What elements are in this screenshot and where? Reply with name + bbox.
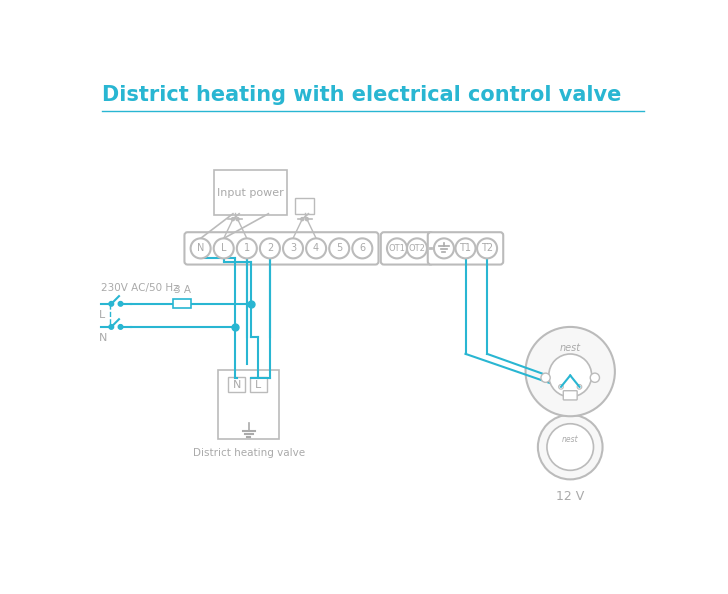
Text: L: L — [99, 309, 106, 320]
FancyBboxPatch shape — [173, 299, 191, 308]
Circle shape — [434, 238, 454, 258]
FancyBboxPatch shape — [296, 198, 314, 214]
Circle shape — [260, 238, 280, 258]
Text: 3 A: 3 A — [174, 285, 191, 295]
FancyBboxPatch shape — [563, 391, 577, 400]
Text: nest: nest — [562, 435, 579, 444]
FancyBboxPatch shape — [226, 198, 245, 214]
Circle shape — [118, 302, 123, 306]
Circle shape — [590, 373, 599, 383]
Circle shape — [109, 324, 114, 329]
Text: L: L — [256, 380, 261, 390]
Circle shape — [329, 238, 349, 258]
Text: T1: T1 — [459, 244, 472, 254]
Circle shape — [232, 217, 234, 220]
Circle shape — [305, 217, 309, 220]
Circle shape — [301, 217, 304, 220]
Text: nest: nest — [560, 343, 581, 353]
FancyBboxPatch shape — [229, 377, 245, 393]
Circle shape — [477, 238, 497, 258]
Text: 2: 2 — [266, 244, 273, 254]
Text: Input power: Input power — [217, 188, 284, 198]
Text: N: N — [233, 380, 241, 390]
Text: 12 V: 12 V — [556, 490, 585, 503]
Circle shape — [549, 354, 592, 397]
Circle shape — [407, 238, 427, 258]
FancyBboxPatch shape — [381, 232, 433, 264]
Circle shape — [526, 327, 615, 416]
Text: N: N — [197, 244, 205, 254]
Circle shape — [352, 238, 372, 258]
Circle shape — [236, 217, 239, 220]
Text: OT1: OT1 — [389, 244, 405, 253]
Circle shape — [538, 415, 603, 479]
Text: District heating valve: District heating valve — [193, 448, 305, 458]
Circle shape — [387, 238, 407, 258]
Text: 1: 1 — [244, 244, 250, 254]
Circle shape — [214, 238, 234, 258]
Text: OT2: OT2 — [408, 244, 425, 253]
Text: N: N — [99, 333, 107, 343]
Text: 4: 4 — [313, 244, 319, 254]
FancyBboxPatch shape — [215, 170, 287, 215]
Text: 230V AC/50 Hz: 230V AC/50 Hz — [100, 283, 178, 293]
Circle shape — [541, 373, 550, 383]
Circle shape — [237, 238, 257, 258]
Text: L: L — [221, 244, 226, 254]
FancyBboxPatch shape — [184, 232, 379, 264]
Circle shape — [558, 384, 563, 389]
Text: District heating with electrical control valve: District heating with electrical control… — [102, 85, 622, 105]
FancyBboxPatch shape — [218, 370, 279, 438]
Text: 3: 3 — [290, 244, 296, 254]
Circle shape — [547, 424, 593, 470]
Text: 5: 5 — [336, 244, 342, 254]
Circle shape — [306, 238, 326, 258]
Circle shape — [456, 238, 475, 258]
Circle shape — [283, 238, 303, 258]
Circle shape — [577, 384, 582, 389]
Circle shape — [109, 302, 114, 306]
FancyBboxPatch shape — [428, 232, 503, 264]
FancyBboxPatch shape — [250, 377, 267, 393]
Text: T2: T2 — [481, 244, 493, 254]
Circle shape — [118, 324, 123, 329]
Circle shape — [191, 238, 210, 258]
Text: 6: 6 — [359, 244, 365, 254]
